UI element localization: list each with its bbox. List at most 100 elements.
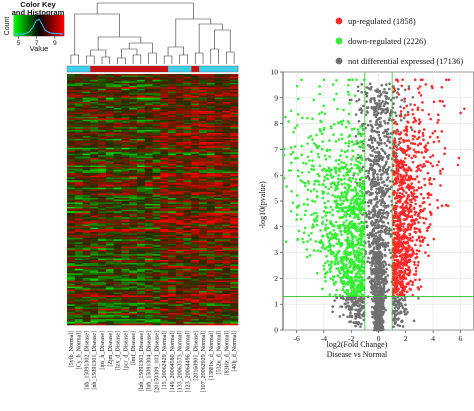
volcano-point xyxy=(360,82,364,86)
heatmap-cell xyxy=(67,205,76,208)
heatmap-cell xyxy=(199,110,208,113)
heatmap-cell xyxy=(74,322,83,324)
heatmap-cell xyxy=(90,195,99,197)
heatmap-cell xyxy=(136,100,146,103)
heatmap-cell xyxy=(98,214,107,217)
heatmap-cell xyxy=(214,158,223,160)
heatmap-cell xyxy=(129,130,138,132)
heatmap-cell xyxy=(175,74,184,76)
heatmap-cell xyxy=(144,274,153,277)
heatmap-cell xyxy=(160,206,169,209)
heatmap-cell xyxy=(214,171,223,174)
heatmap-cell xyxy=(191,159,200,162)
heatmap-cell xyxy=(152,301,161,304)
heatmap-cell xyxy=(121,165,130,168)
heatmap-cell xyxy=(98,150,107,153)
heatmap-cell xyxy=(183,192,192,194)
heatmap-cell xyxy=(230,143,239,146)
heatmap-cell xyxy=(160,288,169,290)
heatmap-cell xyxy=(168,121,177,124)
heatmap-cell xyxy=(175,158,184,160)
heatmap-cell xyxy=(113,304,122,307)
heatmap-cell xyxy=(199,254,208,256)
heatmap-cell xyxy=(129,125,138,128)
heatmap-cell xyxy=(206,310,215,313)
heatmap-cell xyxy=(199,320,208,323)
heatmap-cell xyxy=(67,288,76,290)
heatmap-cell xyxy=(113,79,122,82)
heatmap-cell xyxy=(191,277,200,280)
heatmap-cell xyxy=(230,206,239,209)
heatmap-cell xyxy=(74,192,83,194)
column-label: [lnb_15091304_Disease] xyxy=(147,331,153,391)
heatmap-cell xyxy=(168,260,177,262)
heatmap-cell xyxy=(230,136,239,138)
heatmap-cell xyxy=(160,231,169,234)
heatmap-cell xyxy=(199,279,208,282)
heatmap-cell xyxy=(183,289,192,292)
volcano-point xyxy=(385,216,388,220)
heatmap-cell xyxy=(222,249,231,252)
heatmap-cell xyxy=(183,301,192,304)
heatmap-cell xyxy=(90,155,99,157)
heatmap-cell xyxy=(90,178,99,181)
heatmap-cell xyxy=(82,93,91,95)
heatmap-cell xyxy=(168,181,177,184)
heatmap-cell xyxy=(199,180,208,183)
heatmap-cell xyxy=(90,124,99,126)
heatmap-cell xyxy=(67,289,76,292)
heatmap-cell xyxy=(160,320,169,323)
heatmap-cell xyxy=(144,187,153,190)
heatmap-cell xyxy=(74,226,83,228)
heatmap-cell xyxy=(191,274,200,277)
heatmap-cell xyxy=(152,186,161,188)
heatmap-cell xyxy=(214,265,223,268)
heatmap-cell xyxy=(105,193,114,196)
heatmap-cell xyxy=(144,119,153,122)
heatmap-cell xyxy=(136,82,146,85)
heatmap-cell xyxy=(183,245,192,248)
heatmap-cell xyxy=(160,283,169,286)
heatmap-cell xyxy=(214,100,223,103)
heatmap-cell xyxy=(90,131,99,134)
heatmap-cell xyxy=(90,319,99,321)
heatmap-cell xyxy=(160,208,169,211)
heatmap-cell xyxy=(90,252,99,255)
heatmap-cell xyxy=(82,198,91,200)
heatmap-cell xyxy=(230,240,239,243)
heatmap-cell xyxy=(152,81,161,84)
heatmap-cell xyxy=(199,75,208,78)
heatmap-cell xyxy=(160,134,169,137)
heatmap-cell xyxy=(199,323,208,326)
heatmap-cell xyxy=(90,254,99,256)
heatmap-cell xyxy=(222,217,231,219)
heatmap-cell xyxy=(199,252,208,255)
heatmap-cell xyxy=(222,74,231,76)
heatmap-cell xyxy=(129,299,138,302)
heatmap-cell xyxy=(160,246,169,249)
volcano-point xyxy=(373,247,376,250)
heatmap-cell xyxy=(113,258,122,261)
heatmap-cell xyxy=(74,254,83,256)
heatmap-cell xyxy=(230,282,239,284)
heatmap-cell xyxy=(152,206,161,209)
heatmap-cell xyxy=(136,217,146,219)
heatmap-cell xyxy=(183,254,192,256)
volcano-point xyxy=(370,297,374,301)
heatmap-cell xyxy=(90,214,99,217)
group-bar-cell xyxy=(121,66,130,72)
heatmap-cell xyxy=(98,155,107,157)
heatmap-cell xyxy=(191,103,200,106)
heatmap-cell xyxy=(129,296,138,299)
heatmap-cell xyxy=(129,273,138,276)
heatmap-cell xyxy=(129,96,138,98)
heatmap-cell xyxy=(113,153,122,156)
heatmap-cell xyxy=(74,274,83,277)
heatmap-cell xyxy=(230,305,239,308)
heatmap-cell xyxy=(74,245,83,248)
heatmap-cell xyxy=(136,229,146,231)
heatmap-cell xyxy=(152,133,161,135)
heatmap-cell xyxy=(199,317,208,320)
heatmap-cell xyxy=(160,218,169,221)
heatmap-cell xyxy=(160,82,169,85)
